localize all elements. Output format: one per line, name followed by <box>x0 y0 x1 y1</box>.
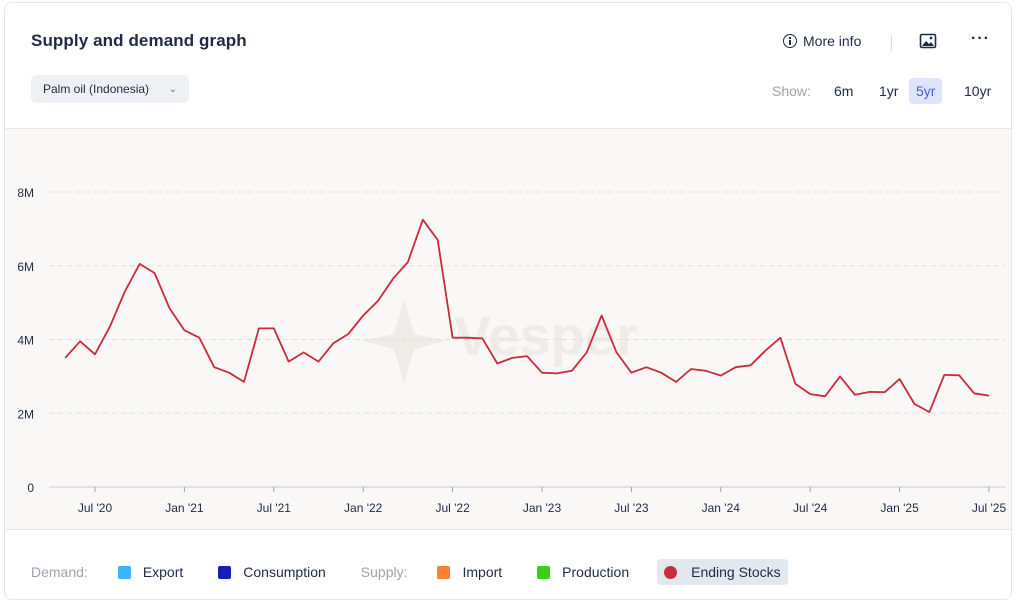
import-swatch <box>437 565 451 579</box>
watermark-star-icon <box>362 299 446 384</box>
x-tick-label: Jul '22 <box>435 501 470 515</box>
consumption-swatch <box>218 565 232 579</box>
x-tick-label: Jul '21 <box>257 501 292 515</box>
y-tick-label: 8M <box>17 186 34 200</box>
legend-production-label: Production <box>562 564 630 580</box>
legend-item-ending-stocks[interactable]: Ending Stocks <box>657 559 788 585</box>
info-icon <box>783 34 797 48</box>
watermark-text: Vesper <box>454 304 638 367</box>
divider <box>891 35 892 51</box>
legend-export-label: Export <box>142 564 184 580</box>
range-1yr[interactable]: 1yr <box>879 83 899 99</box>
production-swatch <box>537 565 551 579</box>
y-tick-label: 6M <box>17 260 34 274</box>
legend-item-production[interactable]: Production <box>537 564 629 580</box>
legend-supply-label: Supply: <box>360 564 408 580</box>
legend: Demand: Export Consumption Supply: Impor… <box>31 559 823 585</box>
more-options-icon[interactable]: ··· <box>971 30 990 47</box>
image-icon <box>919 33 937 49</box>
legend-item-export[interactable]: Export <box>117 564 184 580</box>
range-6m[interactable]: 6m <box>834 83 854 99</box>
more-info-button[interactable]: More info <box>783 33 861 49</box>
x-tick-label: Jan '25 <box>880 501 919 515</box>
supply-demand-card: Supply and demand graph Palm oil (Indone… <box>4 2 1012 600</box>
export-swatch <box>117 565 131 579</box>
y-tick-label: 0 <box>27 481 34 495</box>
legend-demand-label: Demand: <box>31 564 88 580</box>
ending-stocks-swatch <box>664 565 678 579</box>
legend-item-consumption[interactable]: Consumption <box>218 564 326 580</box>
legend-import-label: Import <box>462 564 503 580</box>
y-tick-label: 2M <box>17 407 34 421</box>
legend-ending-stocks-label: Ending Stocks <box>691 564 781 580</box>
range-10yr[interactable]: 10yr <box>964 83 992 99</box>
x-tick-label: Jan '24 <box>702 501 741 515</box>
ending-stocks-chart: Vesper 0 2M 4M 6M 8M Jul '20 Jan '21 Jul '21 Jan … <box>17 186 1007 515</box>
range-5yr[interactable]: 5yr <box>909 78 943 104</box>
chart-area: Vesper 0 2M 4M 6M 8M Jul '20 Jan '21 Jul '21 Jan … <box>6 128 1011 530</box>
more-info-label: More info <box>803 33 862 49</box>
commodity-dropdown-value: Palm oil (Indonesia) <box>43 82 150 96</box>
card-title: Supply and demand graph <box>31 31 247 50</box>
x-tick-label: Jan '23 <box>523 501 562 515</box>
legend-item-import[interactable]: Import <box>437 564 502 580</box>
x-tick-label: Jul '24 <box>793 501 828 515</box>
chevron-down-icon: ⌄ <box>168 83 177 95</box>
x-tick-label: Jan '22 <box>344 501 383 515</box>
legend-consumption-label: Consumption <box>243 564 326 580</box>
x-tick-label: Jul '20 <box>78 501 113 515</box>
x-tick-label: Jul '23 <box>614 501 649 515</box>
x-tick-label: Jul '25 <box>972 501 1007 515</box>
export-image-button[interactable] <box>919 33 937 54</box>
ending-stocks-line <box>64 218 990 414</box>
x-tick-label: Jan '21 <box>165 501 204 515</box>
commodity-dropdown[interactable]: Palm oil (Indonesia) ⌄ <box>31 75 189 103</box>
y-tick-label: 4M <box>17 334 34 348</box>
show-label: Show: <box>772 83 811 99</box>
